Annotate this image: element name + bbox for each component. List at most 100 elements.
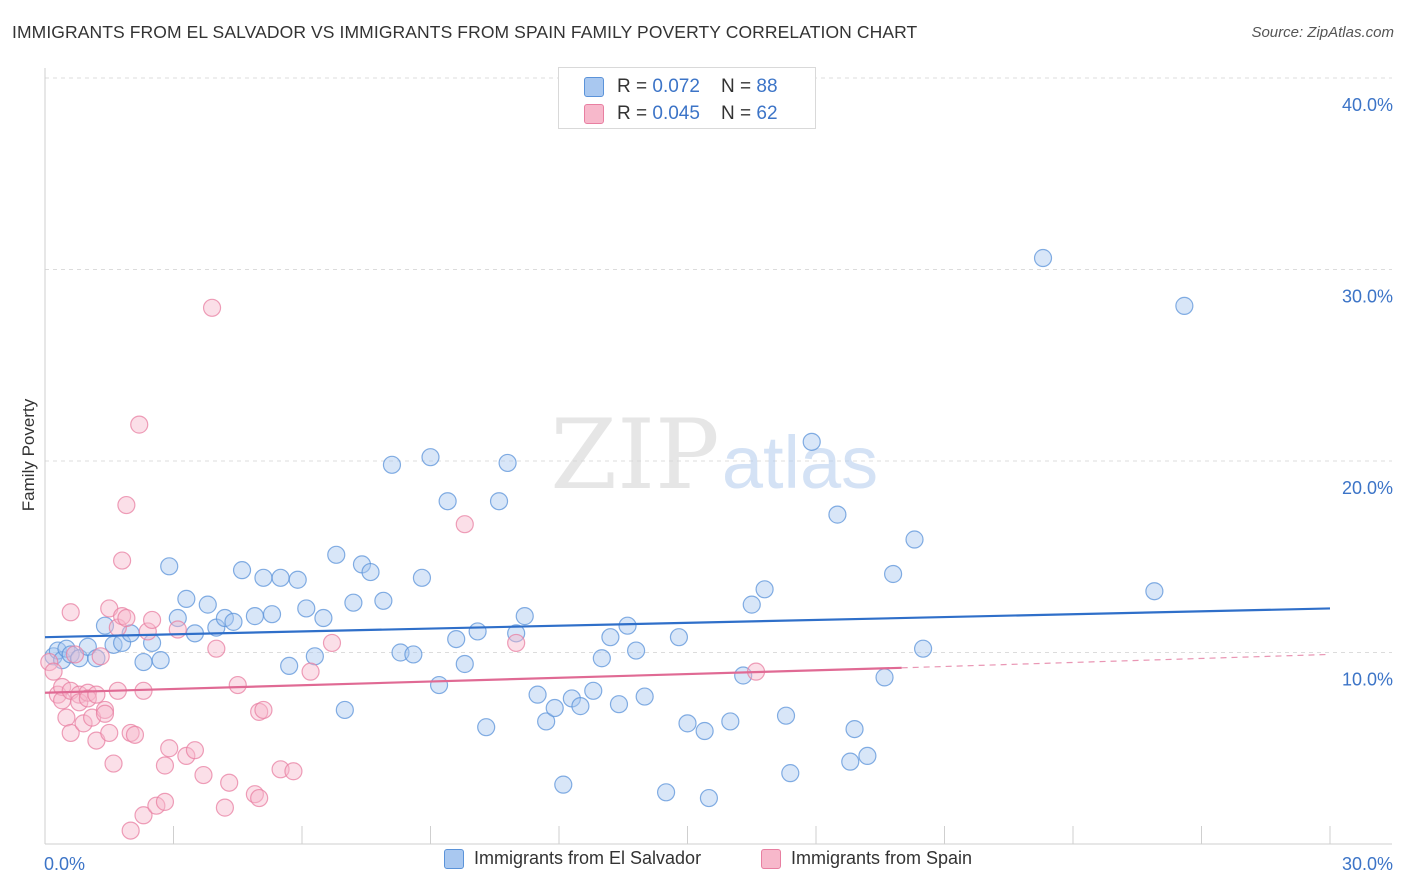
point-spain — [194, 765, 213, 785]
point-el-salvador — [742, 595, 761, 614]
legend-n-value: 62 — [756, 103, 778, 124]
legend-row-el-salvador: R = 0.072 N = 88 — [584, 74, 778, 100]
point-spain — [507, 633, 526, 653]
point-el-salvador — [151, 651, 170, 670]
point-spain — [44, 662, 63, 681]
point-spain — [78, 689, 97, 708]
point-el-salvador — [1033, 248, 1053, 268]
point-el-salvador — [721, 712, 740, 731]
point-el-salvador — [288, 570, 307, 589]
point-el-salvador — [177, 589, 196, 608]
point-el-salvador — [468, 622, 487, 641]
point-el-salvador — [438, 492, 457, 511]
y-tick-label: 30.0% — [1342, 287, 1393, 307]
point-el-salvador — [429, 675, 449, 695]
point-el-salvador — [412, 568, 432, 587]
point-spain — [134, 806, 153, 825]
point-el-salvador — [245, 607, 264, 626]
point-el-salvador — [280, 656, 299, 676]
point-el-salvador — [841, 752, 860, 771]
point-el-salvador — [314, 608, 333, 628]
point-el-salvador — [755, 580, 774, 599]
point-el-salvador — [498, 453, 517, 473]
x-tick-label: 30.0% — [1342, 854, 1393, 874]
point-el-salvador — [215, 608, 234, 628]
point-el-salvador — [618, 616, 637, 635]
point-spain — [250, 788, 269, 808]
point-spain — [117, 495, 136, 515]
point-el-salvador — [305, 647, 324, 666]
point-spain — [228, 675, 247, 695]
point-spain — [121, 821, 140, 840]
point-el-salvador — [271, 568, 290, 587]
point-el-salvador — [537, 712, 556, 731]
point-spain — [142, 610, 162, 630]
point-spain — [125, 725, 145, 744]
legend-item-spain: Immigrants from Spain — [761, 848, 972, 869]
point-el-salvador — [781, 764, 800, 783]
point-el-salvador — [447, 629, 466, 649]
point-el-salvador — [905, 530, 924, 549]
watermark-atlas: atlas — [722, 421, 878, 504]
point-spain — [57, 708, 76, 727]
point-spain — [65, 645, 85, 664]
legend-swatch-pink — [761, 848, 781, 869]
point-el-salvador — [507, 624, 526, 643]
point-el-salvador — [802, 432, 821, 451]
legend-row-spain: R = 0.045 N = 62 — [584, 101, 778, 127]
point-el-salvador — [361, 562, 380, 582]
point-el-salvador — [699, 788, 719, 808]
y-axis-label: Family Poverty — [19, 398, 38, 511]
point-spain — [147, 796, 166, 815]
point-el-salvador — [224, 612, 243, 631]
point-el-salvador — [875, 668, 894, 687]
point-el-salvador — [858, 746, 877, 766]
trend-line-el-salvador — [44, 607, 1331, 639]
point-spain — [207, 639, 226, 658]
point-el-salvador — [477, 718, 496, 737]
y-tick-label: 40.0% — [1342, 95, 1393, 115]
point-el-salvador — [554, 775, 573, 794]
source-credit: Source: ZipAtlas.com — [1251, 24, 1394, 41]
point-el-salvador — [382, 455, 402, 474]
point-spain — [91, 647, 110, 666]
point-spain — [61, 723, 80, 743]
point-spain — [168, 620, 187, 639]
point-el-salvador — [669, 628, 689, 647]
point-el-salvador — [626, 641, 646, 660]
legend-label-spain: Immigrants from Spain — [791, 848, 973, 868]
point-spain — [301, 662, 320, 681]
point-el-salvador — [198, 595, 217, 614]
point-spain — [155, 792, 175, 811]
point-el-salvador — [584, 681, 603, 700]
trend-lines — [44, 607, 1331, 694]
legend-r-value: 0.072 — [652, 76, 700, 97]
point-spain — [254, 700, 273, 720]
point-el-salvador — [134, 652, 153, 672]
point-el-salvador — [678, 714, 697, 733]
point-el-salvador — [1175, 296, 1194, 315]
point-el-salvador — [404, 645, 423, 664]
point-el-salvador — [845, 719, 864, 739]
point-spain — [61, 603, 80, 622]
point-el-salvador — [883, 564, 903, 584]
point-el-salvador — [828, 505, 847, 524]
point-spain — [155, 756, 175, 775]
point-spain — [95, 704, 115, 723]
point-spain — [455, 515, 474, 534]
point-el-salvador — [61, 645, 80, 664]
point-el-salvador — [601, 628, 620, 647]
point-spain — [220, 773, 239, 792]
legend-swatch-blue — [444, 848, 464, 869]
point-el-salvador — [344, 593, 363, 612]
point-el-salvador — [635, 687, 654, 706]
point-el-salvador — [335, 700, 354, 720]
point-spain — [185, 741, 205, 760]
point-el-salvador — [421, 448, 440, 467]
point-spain — [104, 754, 123, 773]
legend-item-el-salvador: Immigrants from El Salvador — [444, 848, 701, 869]
point-el-salvador — [1145, 582, 1164, 601]
y-tick-label: 20.0% — [1342, 478, 1393, 498]
legend-n-label: N = — [721, 103, 757, 124]
point-el-salvador — [545, 698, 564, 718]
